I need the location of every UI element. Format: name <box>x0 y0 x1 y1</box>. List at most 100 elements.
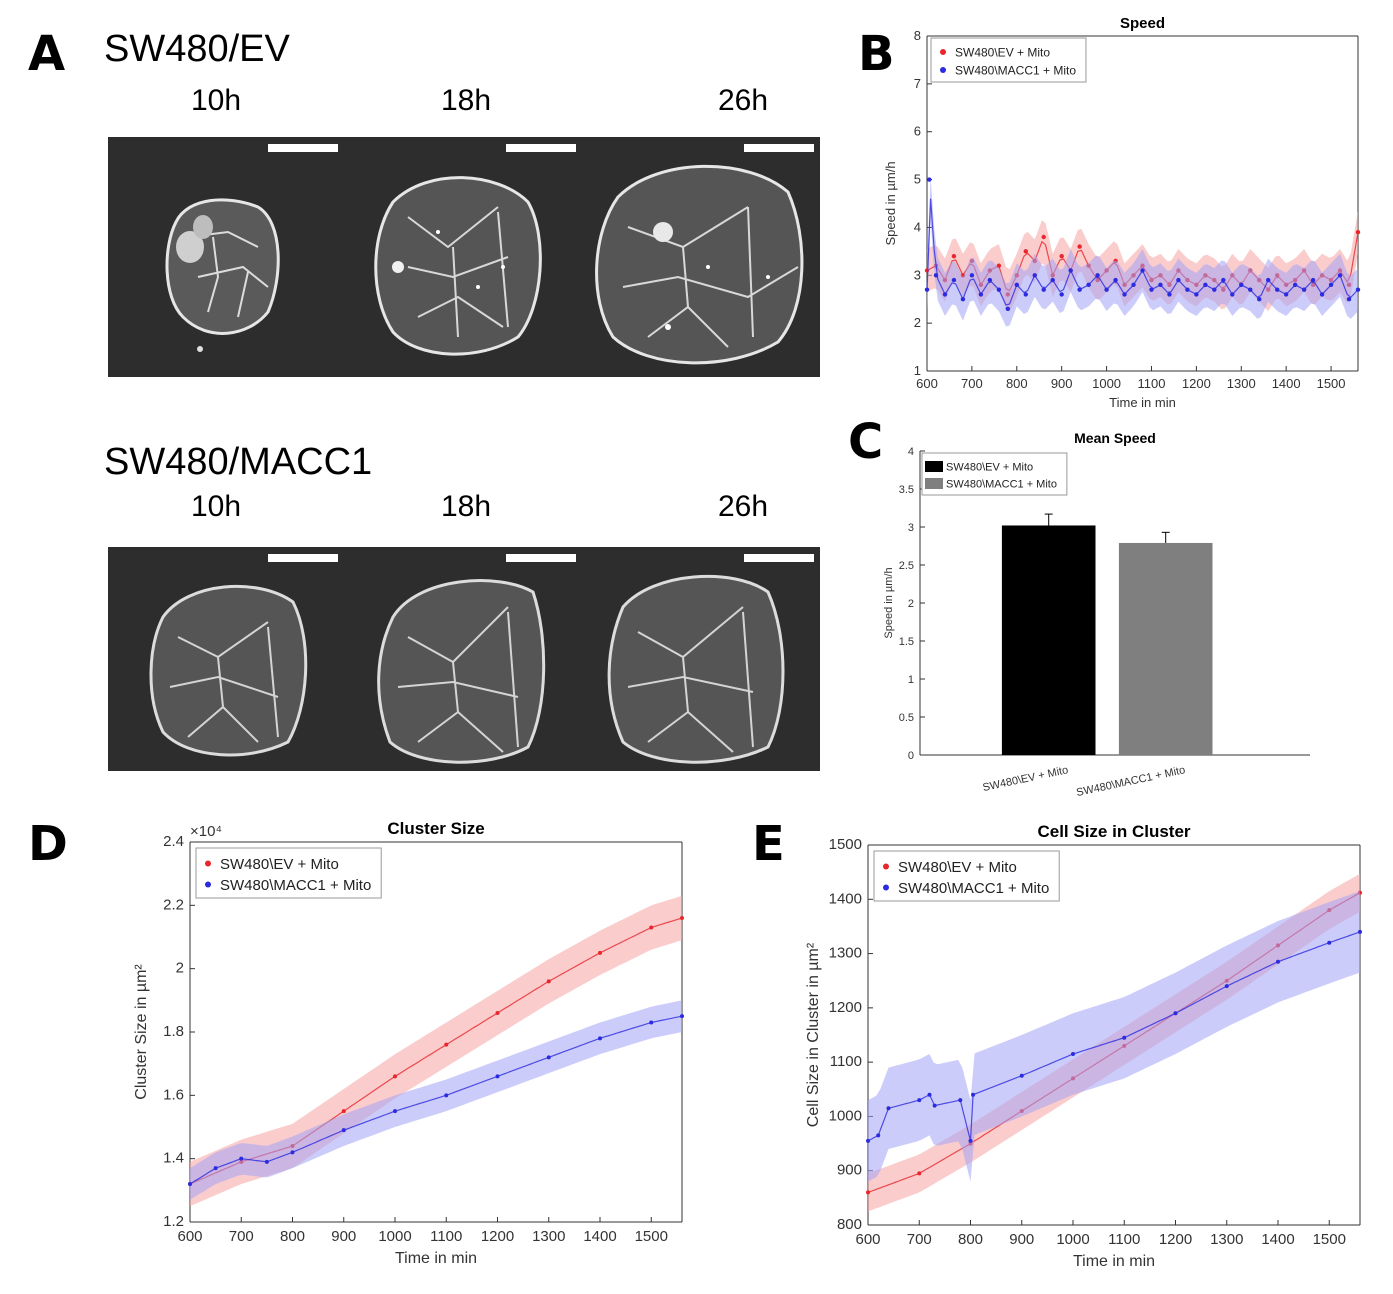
scale-bar-ev-10h <box>268 144 338 152</box>
data-point-macc1 <box>1113 277 1118 283</box>
data-point-macc1 <box>1068 268 1073 273</box>
series-band-macc1 <box>190 1000 682 1200</box>
panel-a-row1-title: SW480/EV <box>104 28 290 70</box>
y-tick-label: 900 <box>837 1162 862 1179</box>
data-point-macc1 <box>927 1092 932 1097</box>
data-point-ev <box>680 916 684 920</box>
scale-bar-macc1-26h <box>744 554 814 562</box>
y-tick-label: 2 <box>176 960 184 977</box>
y-tick-label: 3 <box>908 522 914 534</box>
legend-marker <box>205 860 211 867</box>
x-axis-label: Time in min <box>395 1250 477 1267</box>
data-point-macc1 <box>1301 287 1307 292</box>
data-point-ev <box>951 253 957 259</box>
chart-title: Mean Speed <box>1074 430 1156 446</box>
y-tick-label: 1400 <box>829 890 862 907</box>
x-tick-label: 1200 <box>1159 1231 1192 1248</box>
y-tick-label: 2.4 <box>163 833 184 850</box>
data-point-macc1 <box>927 177 932 182</box>
x-tick-label: 800 <box>958 1231 983 1248</box>
cell-size-chart: 800 900 1000 1100 1200 1300 1400 1500 600 700 800 9… <box>805 822 1362 1270</box>
x-tick-label: 600 <box>177 1228 202 1245</box>
panel-a-row2-title: SW480/MACC1 <box>104 441 373 483</box>
y-tick-label: 8 <box>914 28 921 43</box>
data-point-macc1 <box>1167 292 1172 297</box>
bar-ev <box>1001 525 1096 755</box>
legend-swatch <box>925 461 943 472</box>
panel-a-row2-time-18h: 18h <box>440 490 492 523</box>
x-category-label: SW480\EV + Mito <box>982 764 1070 794</box>
x-tick-label: 1300 <box>1210 1231 1243 1248</box>
legend-box <box>930 37 1087 83</box>
data-point-macc1 <box>1327 940 1332 945</box>
y-tick-label: 6 <box>914 124 921 139</box>
x-tick-label: 1300 <box>532 1228 565 1245</box>
legend-marker <box>940 49 946 55</box>
data-point-macc1 <box>1346 297 1352 302</box>
data-point-macc1 <box>1257 297 1262 302</box>
data-point-macc1 <box>1023 292 1028 297</box>
x-tick-label: 1000 <box>1092 376 1121 391</box>
y-multiplier: ×10⁴ <box>190 823 222 840</box>
y-tick-label: 2.2 <box>163 896 184 913</box>
data-point-macc1 <box>969 273 975 278</box>
y-tick-label: 1100 <box>830 1053 862 1070</box>
panel-letter-d: D <box>28 816 68 872</box>
data-point-macc1 <box>1328 282 1334 288</box>
y-tick-label: 4 <box>914 219 921 234</box>
data-point-ev <box>1059 253 1064 259</box>
data-point-macc1 <box>1019 1073 1024 1078</box>
data-point-macc1 <box>213 1166 218 1171</box>
data-point-macc1 <box>968 1138 973 1143</box>
y-axis-label: Cell Size in Cluster in µm² <box>805 942 822 1127</box>
data-point-macc1 <box>1131 282 1136 288</box>
panel-a-row2-time-26h: 26h <box>717 490 769 523</box>
micrograph-ev-image <box>165 164 804 365</box>
data-point-macc1 <box>1239 282 1244 288</box>
cell-cluster-macc1-26h <box>607 574 785 764</box>
data-point-macc1 <box>1140 268 1145 273</box>
data-point-ev <box>546 979 551 984</box>
data-point-macc1 <box>960 297 966 302</box>
bar-macc1 <box>1118 542 1213 755</box>
data-point-ev <box>649 925 654 930</box>
data-point-macc1 <box>264 1159 269 1164</box>
y-tick-label: 800 <box>837 1216 862 1233</box>
legend-marker <box>205 881 211 888</box>
scale-bar-macc1-10h <box>268 554 338 562</box>
x-category-label: SW480\MACC1 + Mito <box>1075 764 1186 799</box>
data-point-macc1 <box>444 1093 449 1098</box>
y-tick-label: 1500 <box>829 836 862 853</box>
x-tick-label: 900 <box>1009 1231 1034 1248</box>
y-tick-label: 4 <box>908 446 914 458</box>
data-point-macc1 <box>933 273 939 278</box>
data-point-macc1 <box>1358 929 1362 934</box>
data-point-macc1 <box>1355 287 1361 292</box>
y-tick-label: 2.5 <box>899 560 914 572</box>
y-tick-label: 1.4 <box>163 1150 184 1167</box>
data-point-macc1 <box>1095 273 1100 278</box>
y-tick-label: 1.8 <box>163 1023 184 1040</box>
x-tick-label: 1400 <box>1261 1231 1294 1248</box>
data-point-ev <box>1023 249 1028 254</box>
x-tick-label: 800 <box>280 1228 305 1245</box>
legend-label: SW480\MACC1 + Mito <box>946 478 1057 490</box>
y-tick-label: 5 <box>914 172 921 187</box>
x-tick-label: 1300 <box>1227 376 1256 391</box>
legend-marker <box>883 863 889 870</box>
x-tick-label: 700 <box>961 376 983 391</box>
data-point-macc1 <box>341 1128 346 1133</box>
y-axis-label: Cluster Size in µm² <box>133 964 150 1100</box>
data-point-macc1 <box>1173 1011 1178 1016</box>
x-tick-label: 800 <box>1006 376 1028 391</box>
data-point-ev <box>598 950 602 955</box>
data-point-macc1 <box>1041 287 1046 292</box>
panel-a-row1-time-10h: 10h <box>190 84 242 117</box>
data-point-macc1 <box>1122 292 1127 297</box>
data-point-macc1 <box>886 1106 891 1111</box>
x-tick-label: 1400 <box>583 1228 616 1245</box>
x-tick-label: 1100 <box>1108 1231 1140 1248</box>
data-point-macc1 <box>1185 287 1190 292</box>
data-point-macc1 <box>239 1156 244 1161</box>
y-tick-label: 3.5 <box>899 484 914 496</box>
